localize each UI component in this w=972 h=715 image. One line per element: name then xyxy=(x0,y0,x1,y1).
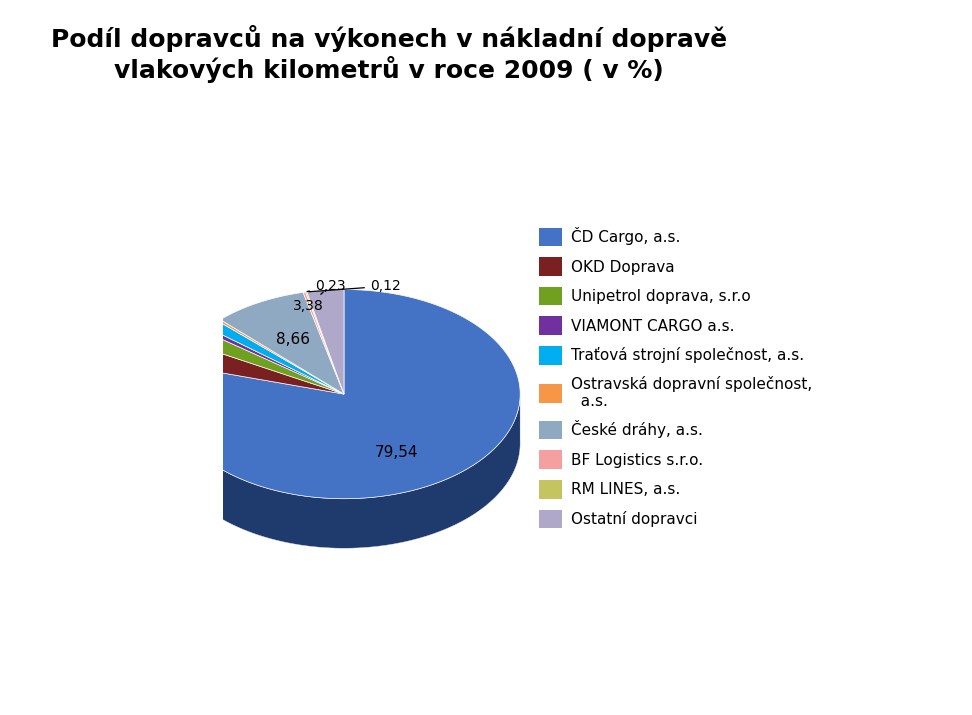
Text: 2,21: 2,21 xyxy=(0,714,1,715)
Polygon shape xyxy=(307,290,344,394)
Polygon shape xyxy=(168,290,520,498)
Text: 8,66: 8,66 xyxy=(276,332,310,347)
Text: 0,23: 0,23 xyxy=(307,279,345,293)
Polygon shape xyxy=(303,292,344,394)
Polygon shape xyxy=(175,343,344,394)
Text: 1,38: 1,38 xyxy=(0,714,1,715)
Polygon shape xyxy=(191,331,344,394)
Text: Podíl dopravců na výkonech v nákladní dopravě
vlakových kilometrů v roce 2009 ( : Podíl dopravců na výkonech v nákladní do… xyxy=(51,25,727,84)
Polygon shape xyxy=(168,393,520,548)
Polygon shape xyxy=(305,292,344,394)
Polygon shape xyxy=(221,292,344,394)
Text: 0,12: 0,12 xyxy=(309,279,400,293)
Text: 0,62: 0,62 xyxy=(0,714,1,715)
Text: 3,56: 3,56 xyxy=(0,714,1,715)
Text: 0,3: 0,3 xyxy=(0,714,1,715)
Polygon shape xyxy=(203,327,344,394)
Text: 3,38: 3,38 xyxy=(293,292,324,313)
Ellipse shape xyxy=(168,339,520,548)
Polygon shape xyxy=(218,320,344,394)
Text: 79,54: 79,54 xyxy=(375,445,419,460)
Legend: ČD Cargo, a.s., OKD Doprava, Unipetrol doprava, s.r.o, VIAMONT CARGO a.s., Traťo: ČD Cargo, a.s., OKD Doprava, Unipetrol d… xyxy=(538,227,813,528)
Polygon shape xyxy=(208,321,344,394)
